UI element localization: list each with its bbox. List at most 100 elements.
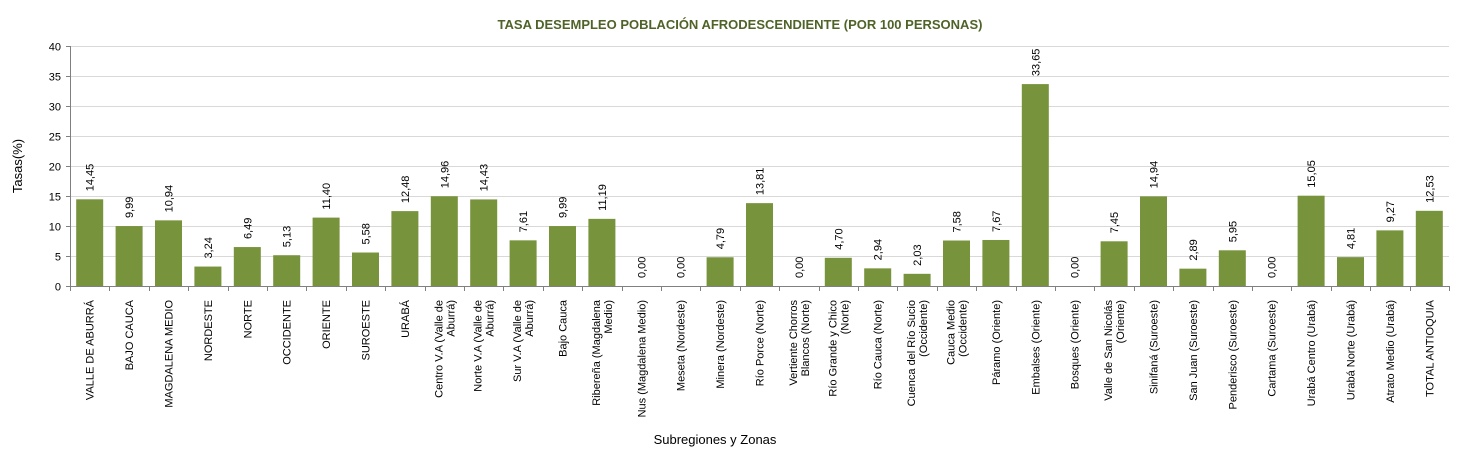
x-tick-label-line: (Oriente) <box>1115 300 1127 343</box>
bar <box>549 226 576 286</box>
x-tick-label-line: NORTE <box>242 300 254 338</box>
bar <box>352 252 379 286</box>
x-tick-label-line: Ribereña (Magdalena <box>591 299 603 406</box>
data-label: 14,94 <box>1149 161 1161 189</box>
y-tick-label: 30 <box>49 102 61 114</box>
y-tick-label: 20 <box>49 162 61 174</box>
x-tick-label: Vertiente Chorros Blancos (Norte) <box>788 300 812 386</box>
bar <box>824 257 852 286</box>
bar <box>233 247 261 286</box>
y-tick-label: 0 <box>55 282 61 294</box>
data-label: 6,49 <box>242 218 254 239</box>
bar <box>76 199 104 286</box>
x-tick-label-line: Cartama (Suroeste) <box>1267 300 1279 397</box>
x-tick-label-line: Páramo (Oriente) <box>991 300 1003 385</box>
x-tick-label-line: URABÁ <box>399 299 412 338</box>
data-label: 0,00 <box>794 257 806 278</box>
data-label: 4,79 <box>715 228 727 249</box>
data-label: 12,53 <box>1424 175 1436 203</box>
x-tick-label-line: Aburrá) <box>445 300 457 337</box>
data-label: 7,61 <box>518 211 530 232</box>
bar <box>1297 195 1325 286</box>
x-tick-label-line: Río Grande y Chico <box>827 300 839 397</box>
data-label: 14,43 <box>479 164 491 192</box>
data-label: 3,24 <box>203 237 215 258</box>
x-tick-label: NORDESTE <box>203 300 215 361</box>
x-tick-label: URABÁ <box>399 299 412 338</box>
bar <box>470 199 498 286</box>
data-label: 9,99 <box>558 197 570 218</box>
x-tick-label: Sur V.A (Valle de Aburrá) <box>512 300 536 382</box>
bar <box>1337 257 1364 286</box>
data-label: 14,96 <box>439 161 451 189</box>
x-tick-labels: VALLE DE ABURRÁ BAJO CAUCA MAGDALENA MEDIO… <box>84 299 1437 417</box>
x-tick-label-line: OCCIDENTE <box>282 300 294 365</box>
x-tick-label-line: SUROESTE <box>361 300 373 361</box>
x-tick-label-line: MAGDALENA MEDIO <box>164 300 176 408</box>
bar <box>312 217 340 286</box>
x-tick-label: Cartama (Suroeste) <box>1267 300 1279 397</box>
y-tick-label: 15 <box>49 192 61 204</box>
data-label: 9,27 <box>1385 201 1397 222</box>
x-tick-label-line: Bosques (Oriente) <box>1070 300 1082 389</box>
y-tick-label: 25 <box>49 132 61 144</box>
data-label: 9,99 <box>124 197 136 218</box>
y-tick-labels: 0 5 10 15 20 25 30 35 40 <box>49 42 61 294</box>
x-tick-label-line: Nus (Magdalena Medio) <box>636 300 648 417</box>
x-tick-label-line: Penderisco (Suroeste) <box>1227 300 1239 409</box>
x-tick-label: TOTAL ANTIOQUIA <box>1424 299 1436 397</box>
data-label: 13,81 <box>755 168 767 196</box>
bar <box>1218 250 1246 286</box>
x-tick-label: ORIENTE <box>321 300 333 349</box>
x-tick-label: MAGDALENA MEDIO <box>164 300 176 408</box>
x-tick-label: Sinifaná (Suroeste) <box>1149 300 1161 394</box>
data-label: 7,45 <box>1109 212 1121 233</box>
x-tick-label-line: Sinifaná (Suroeste) <box>1149 300 1161 394</box>
x-tick-label-line: (Occidente) <box>918 300 930 357</box>
x-tick-label-line: Centro V.A (Valle de <box>433 300 445 398</box>
data-label: 0,00 <box>676 257 688 278</box>
x-tick-label-line: (Norte) <box>839 300 851 334</box>
x-tick-label-line: Medio) <box>603 300 615 334</box>
x-tick-label-line: Aburrá) <box>524 300 536 337</box>
x-tick-label: Penderisco (Suroeste) <box>1227 300 1239 409</box>
x-tick-label: Atrato Medio (Urabá) <box>1385 300 1397 403</box>
x-tick-label: Urabá Centro (Urabá) <box>1306 300 1318 406</box>
data-label: 5,58 <box>361 223 373 244</box>
bar <box>943 240 970 286</box>
x-tick-label-line: Río Cauca (Norte) <box>873 300 885 389</box>
data-label: 0,00 <box>1267 257 1279 278</box>
data-label: 12,48 <box>400 176 412 204</box>
x-tick-label: Minera (Nordeste) <box>715 300 727 389</box>
y-tick-label: 40 <box>49 42 61 54</box>
x-tick-label-line: NORDESTE <box>203 300 215 361</box>
x-tick-label: Cuenca del Río Sucio (Occidente) <box>906 300 930 406</box>
x-tick-label: VALLE DE ABURRÁ <box>84 299 97 400</box>
data-label: 15,05 <box>1306 160 1318 188</box>
bar <box>746 203 773 286</box>
data-label: 0,00 <box>636 257 648 278</box>
bar <box>1415 210 1443 286</box>
x-tick-label-line: Minera (Nordeste) <box>715 300 727 389</box>
x-tick-label: Páramo (Oriente) <box>991 300 1003 385</box>
data-label: 7,67 <box>991 211 1003 232</box>
x-tick-label-line: Aburrá) <box>485 300 497 337</box>
x-tick-label-line: Vertiente Chorros <box>788 300 800 386</box>
data-label: 10,94 <box>164 185 176 213</box>
x-tick-label-line: BAJO CAUCA <box>124 299 136 370</box>
chart-title: TASA DESEMPLEO POBLACIÓN AFRODESCENDIENT… <box>498 17 983 32</box>
data-label: 5,95 <box>1227 221 1239 242</box>
y-axis-label: Tasas(%) <box>10 139 25 193</box>
x-tick-label-line: (Occidente) <box>958 300 970 357</box>
data-label: 7,58 <box>952 211 964 232</box>
x-tick-label-line: VALLE DE ABURRÁ <box>84 299 97 400</box>
x-tick-label: Río Grande y Chico (Norte) <box>827 300 851 397</box>
y-tick-label: 10 <box>49 222 61 234</box>
gridlines <box>70 46 1449 257</box>
data-label: 11,19 <box>597 184 609 211</box>
x-tick-label-line: Meseta (Nordeste) <box>676 300 688 391</box>
x-tick-label-line: ORIENTE <box>321 300 333 349</box>
data-label: 0,00 <box>1070 257 1082 278</box>
x-tick-label: Bajo Cauca <box>558 299 570 357</box>
